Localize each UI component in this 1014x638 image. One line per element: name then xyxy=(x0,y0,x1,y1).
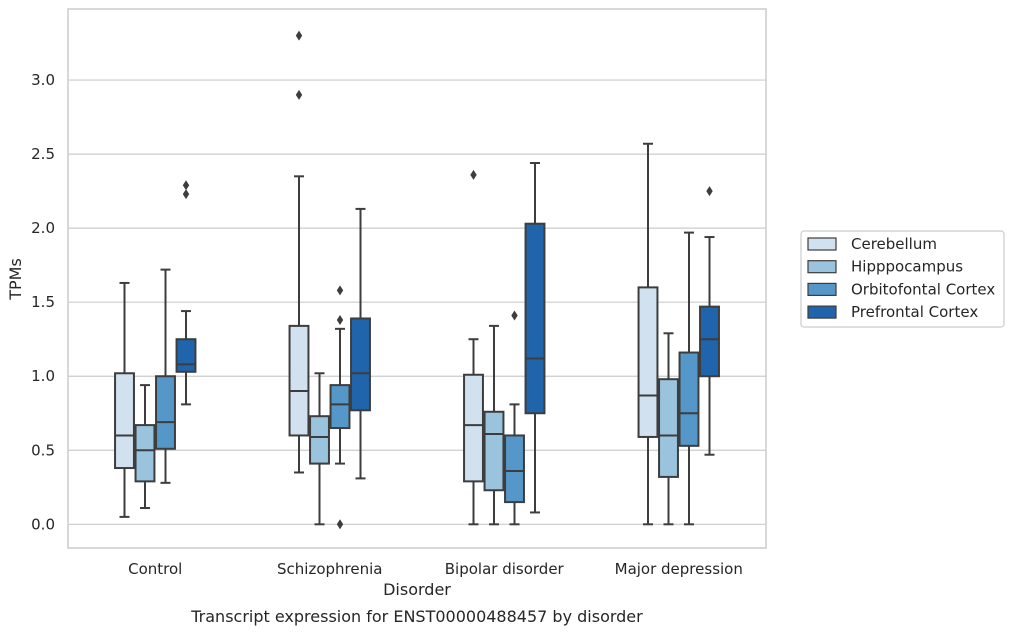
y-tick-label: 2.0 xyxy=(31,219,55,237)
box-prefrontal-cortex xyxy=(175,180,197,406)
box-orbitofontal-cortex xyxy=(504,310,525,526)
box-cerebellum xyxy=(637,142,659,526)
outlier-point xyxy=(336,285,344,296)
y-tick-label: 0.5 xyxy=(31,441,55,459)
box-iqr xyxy=(463,373,484,483)
box-prefrontal-cortex xyxy=(350,207,371,480)
y-axis-label: TPMs xyxy=(6,258,25,301)
box-iqr xyxy=(114,372,135,470)
gridlines xyxy=(68,79,766,525)
y-tick-label: 3.0 xyxy=(31,71,55,89)
box-hipppocampus xyxy=(658,332,679,526)
box-iqr xyxy=(524,222,546,415)
outlier-point xyxy=(295,30,303,41)
legend-frame xyxy=(800,230,1005,328)
legend-swatch xyxy=(807,282,837,296)
box-cerebellum xyxy=(288,30,310,474)
box-iqr xyxy=(678,351,700,447)
box-prefrontal-cortex xyxy=(699,186,720,456)
x-tick-label: Control xyxy=(128,560,182,578)
legend-item: Orbitofontal Cortex xyxy=(807,280,995,298)
box-orbitofontal-cortex xyxy=(329,285,351,530)
outlier-point xyxy=(336,314,344,325)
box-cerebellum xyxy=(463,169,484,526)
outlier-point xyxy=(706,186,713,197)
legend-label: Prefrontal Cortex xyxy=(851,303,978,321)
box-hipppocampus xyxy=(483,324,505,526)
box-prefrontal-cortex xyxy=(524,162,546,514)
legend-item: Hipppocampus xyxy=(807,258,963,276)
outlier-point xyxy=(182,180,190,191)
x-axis-label: Disorder xyxy=(383,580,451,599)
y-axis-ticks: 0.0 0.5 1.0 1.5 2.0 2.5 3.0 xyxy=(31,71,55,533)
legend-item: Prefrontal Cortex xyxy=(807,303,978,321)
legend-label: Hipppocampus xyxy=(851,258,963,276)
legend-item: Cerebellum xyxy=(807,235,937,253)
y-tick-label: 2.5 xyxy=(31,145,55,163)
x-tick-label: Schizophrenia xyxy=(277,560,382,578)
plot-frame xyxy=(67,8,767,549)
box-cerebellum xyxy=(114,281,135,518)
box-iqr xyxy=(134,424,156,483)
legend-swatch xyxy=(807,260,837,274)
chart-caption: Transcript expression for ENST0000048845… xyxy=(190,607,643,626)
box-hipppocampus xyxy=(134,384,156,510)
y-tick-label: 1.0 xyxy=(31,367,55,385)
box-iqr xyxy=(699,305,720,378)
outlier-point xyxy=(182,189,190,200)
plot-area xyxy=(114,30,720,530)
outlier-point xyxy=(336,519,344,530)
box-iqr xyxy=(175,338,197,373)
outlier-point xyxy=(295,89,303,100)
legend: Cerebellum Hipppocampus Orbitofontal Corte… xyxy=(800,230,1005,328)
box-iqr xyxy=(483,410,505,492)
outlier-point xyxy=(470,169,477,180)
y-tick-label: 1.5 xyxy=(31,293,55,311)
outlier-point xyxy=(511,310,518,321)
box-iqr xyxy=(309,415,330,465)
box-iqr xyxy=(658,378,679,478)
box-orbitofontal-cortex xyxy=(678,231,700,526)
box-orbitofontal-cortex xyxy=(155,268,176,484)
legend-label: Cerebellum xyxy=(851,235,937,253)
box-iqr xyxy=(155,375,176,450)
box-iqr xyxy=(637,286,659,438)
legend-label: Orbitofontal Cortex xyxy=(851,280,995,298)
legend-swatch xyxy=(807,305,837,319)
legend-swatch xyxy=(807,237,837,251)
x-tick-label: Major depression xyxy=(615,560,743,578)
box-iqr xyxy=(329,384,351,430)
x-axis-ticks: Control Schizophrenia Bipolar disorder Majo… xyxy=(128,560,743,578)
box-iqr xyxy=(350,317,371,412)
y-tick-label: 0.0 xyxy=(31,515,55,533)
x-tick-label: Bipolar disorder xyxy=(445,560,565,578)
box-hipppocampus xyxy=(309,372,330,526)
box-iqr xyxy=(504,434,525,504)
box-iqr xyxy=(288,324,310,437)
